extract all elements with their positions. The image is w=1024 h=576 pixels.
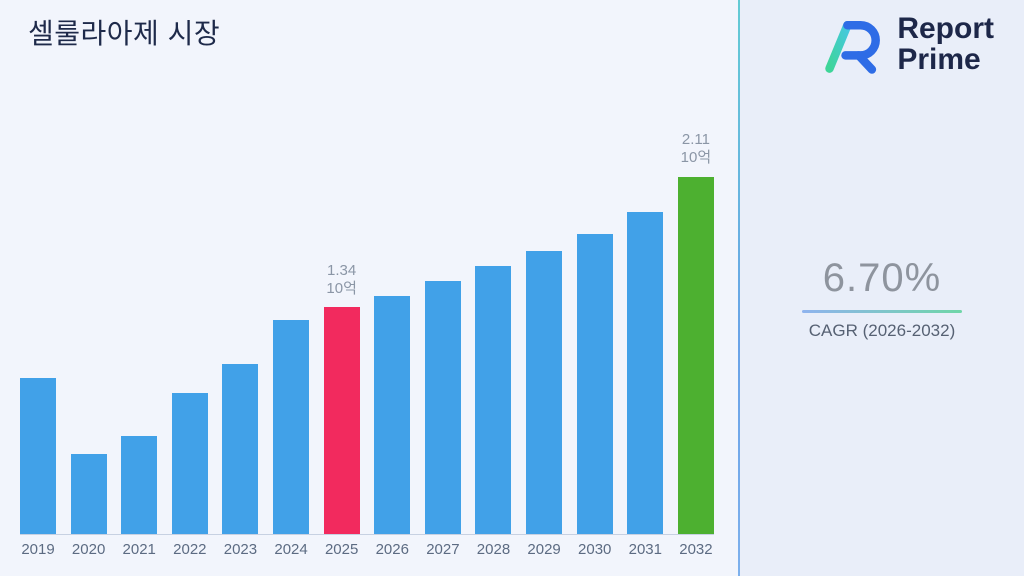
bar-column-2024 xyxy=(273,177,310,534)
bar-column-2019 xyxy=(20,177,56,534)
bar-column-2030 xyxy=(576,177,613,534)
x-label-2029: 2029 xyxy=(527,541,561,558)
x-label-2024: 2024 xyxy=(274,541,308,558)
cagr-stat-block: 6.70% CAGR (2026-2032) xyxy=(740,256,1024,341)
x-label-2032: 2032 xyxy=(679,541,713,558)
bar-column-2023 xyxy=(222,177,259,534)
x-label-2023: 2023 xyxy=(223,541,258,558)
bar-2031 xyxy=(627,212,664,534)
x-label-2020: 2020 xyxy=(71,541,106,558)
bar-2020 xyxy=(70,454,107,534)
plot-area: 1.34 10억 2.11 10억 xyxy=(20,131,714,535)
stat-underline xyxy=(802,310,962,313)
x-label-2026: 2026 xyxy=(375,541,409,558)
cagr-label: CAGR (2026-2032) xyxy=(808,321,956,340)
bar-2032 xyxy=(677,177,714,534)
x-label-2021: 2021 xyxy=(122,541,156,558)
report-prime-logo-icon xyxy=(825,20,881,74)
bar-2022 xyxy=(171,393,208,534)
bar-2019 xyxy=(20,378,56,534)
page-title: 셀룰라아제 시장 xyxy=(28,18,221,49)
x-label-2027: 2027 xyxy=(426,541,460,558)
bar-2028 xyxy=(475,266,512,534)
bar-column-2028 xyxy=(475,177,512,534)
x-label-2028: 2028 xyxy=(476,541,511,558)
bar-2030 xyxy=(576,234,613,534)
bar-2021 xyxy=(121,436,158,534)
x-label-2030: 2030 xyxy=(578,541,612,558)
bar-column-2029 xyxy=(526,177,563,534)
right-panel: Report Prime 6.70% CAGR (2026-2032) xyxy=(740,0,1024,576)
x-axis-labels: 2019 2020 2021 2022 2023 2024 2025 2026 2027 2028… xyxy=(20,541,714,558)
logo-line2: Prime xyxy=(897,43,981,76)
bar-2026 xyxy=(374,296,411,534)
vertical-divider xyxy=(738,0,740,576)
x-label-2019: 2019 xyxy=(21,541,55,558)
bar-annotation-2025: 1.34 10억 xyxy=(326,261,357,298)
bar-2023 xyxy=(222,364,259,534)
report-prime-logo-text: Report Prime xyxy=(897,14,994,75)
bar-column-2031 xyxy=(627,177,664,534)
bar-column-2021 xyxy=(121,177,158,534)
logo-line1: Report xyxy=(897,12,994,46)
bar-chart: 1.34 10억 2.11 10억 2019 2020 2021 2022 2023 2024 2… xyxy=(20,131,714,558)
bar-column-2025: 1.34 10억 xyxy=(323,177,360,534)
bar-2029 xyxy=(526,251,563,534)
bar-2024 xyxy=(273,320,310,534)
bar-column-2032: 2.11 10억 xyxy=(677,131,714,534)
bar-column-2026 xyxy=(374,177,411,534)
bar-2027 xyxy=(424,281,461,534)
bar-column-2020 xyxy=(70,177,107,534)
bar-column-2027 xyxy=(424,177,461,534)
cagr-value: 6.70% xyxy=(822,256,942,300)
bar-annotation-2032: 2.11 10억 xyxy=(680,130,712,167)
x-label-2025: 2025 xyxy=(324,541,359,558)
x-label-2022: 2022 xyxy=(173,541,207,558)
x-label-2031: 2031 xyxy=(628,541,662,558)
bar-2025 xyxy=(323,307,360,534)
bar-column-2022 xyxy=(171,177,208,534)
report-prime-logo: Report Prime xyxy=(821,14,994,76)
